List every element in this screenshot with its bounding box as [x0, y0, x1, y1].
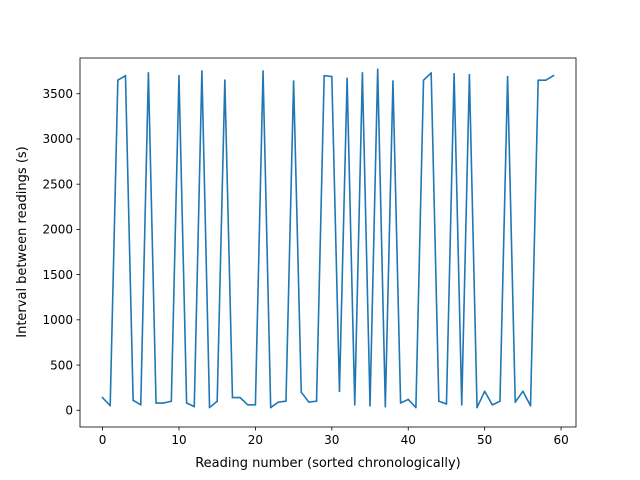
data-point	[384, 405, 387, 408]
data-point	[193, 405, 196, 408]
data-point	[514, 401, 517, 403]
data-point	[361, 72, 364, 74]
data-point	[262, 70, 264, 72]
y-tick-label: 1500	[42, 268, 73, 282]
data-point	[430, 72, 432, 74]
data-point	[101, 396, 104, 399]
y-axis-label: Interval between readings (s)	[15, 146, 30, 337]
y-tick-label: 3500	[42, 87, 73, 101]
y-tick-label: 500	[50, 358, 73, 372]
data-point	[483, 390, 486, 393]
data-point	[445, 403, 448, 405]
data-point	[208, 406, 211, 409]
data-point	[522, 390, 524, 393]
data-point	[132, 399, 134, 402]
x-tick-label: 40	[401, 433, 416, 447]
data-point	[552, 74, 555, 77]
series-layer	[101, 68, 555, 409]
data-point	[422, 79, 425, 81]
x-axis-ticks: 0 10 20 30 40 50 60	[99, 427, 569, 447]
data-point	[155, 402, 157, 404]
data-point	[315, 400, 318, 403]
data-point	[415, 406, 417, 409]
data-point	[308, 401, 310, 403]
data-point	[201, 70, 203, 72]
data-point	[292, 80, 295, 82]
data-point	[185, 402, 188, 404]
data-point	[438, 400, 440, 403]
data-point	[369, 404, 371, 407]
data-point	[254, 404, 257, 406]
data-point	[460, 404, 463, 406]
data-point	[170, 400, 173, 403]
y-tick-label: 1000	[42, 313, 73, 327]
plot-frame	[79, 57, 577, 428]
data-point	[277, 401, 280, 403]
data-point	[162, 402, 165, 404]
series-line	[101, 68, 555, 409]
x-tick-label: 60	[553, 433, 568, 447]
data-point	[216, 400, 218, 403]
data-point	[331, 75, 333, 78]
y-tick-label: 2500	[42, 177, 73, 191]
x-tick-label: 0	[99, 433, 107, 447]
data-point	[476, 406, 478, 409]
y-tick-label: 2000	[42, 223, 73, 237]
data-point	[231, 396, 234, 399]
y-tick-label: 0	[65, 404, 73, 418]
x-tick-label: 20	[248, 433, 263, 447]
data-point	[124, 74, 127, 77]
data-point	[117, 79, 119, 81]
data-point	[224, 79, 226, 81]
data-point	[246, 404, 249, 406]
data-point	[376, 68, 379, 71]
data-point	[491, 404, 494, 406]
x-axis-label: Reading number (sorted chronologically)	[195, 456, 461, 471]
data-point	[537, 79, 539, 81]
data-point	[346, 77, 348, 80]
data-point	[399, 402, 402, 404]
y-tick-label: 3000	[42, 132, 73, 146]
data-point	[178, 74, 180, 77]
data-point	[300, 391, 303, 393]
data-point	[468, 73, 471, 76]
data-point	[545, 79, 547, 81]
plot-area	[80, 58, 576, 427]
data-point	[109, 404, 111, 407]
data-point	[139, 404, 142, 406]
data-point	[453, 73, 455, 75]
data-point	[285, 400, 287, 403]
data-point	[269, 406, 272, 409]
x-tick-label: 30	[324, 433, 339, 447]
data-point	[147, 72, 150, 74]
data-point	[239, 396, 241, 399]
data-point	[407, 398, 410, 401]
data-point	[392, 80, 394, 82]
data-point	[323, 74, 325, 77]
x-tick-label: 10	[171, 433, 186, 447]
data-point	[353, 404, 356, 406]
data-point	[499, 400, 501, 403]
x-tick-label: 50	[477, 433, 492, 447]
data-point	[338, 390, 341, 393]
data-point	[506, 75, 509, 78]
y-axis-ticks: 0 500 1000 1500 2000 2500 3000 3500	[42, 87, 80, 418]
data-point	[529, 404, 532, 407]
